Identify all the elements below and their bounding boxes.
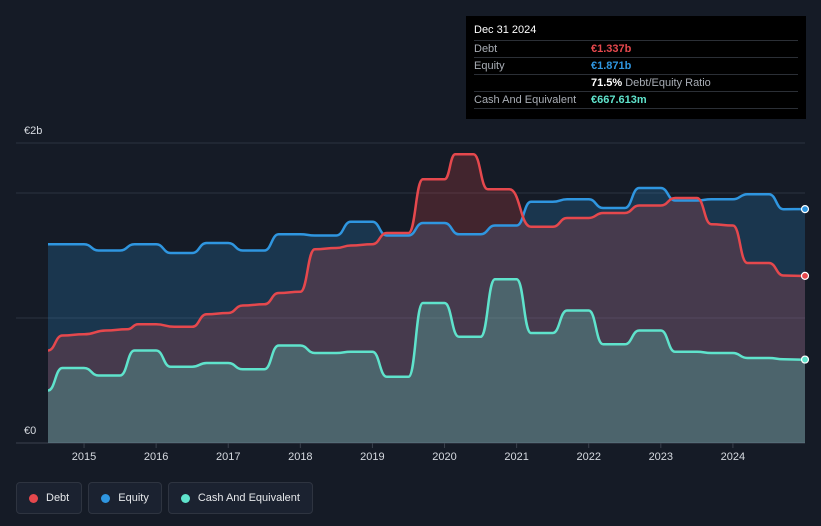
x-tick-label: 2017 bbox=[216, 451, 240, 463]
tooltip-cash-label: Cash And Equivalent bbox=[474, 94, 577, 106]
x-tick-label: 2019 bbox=[360, 451, 384, 463]
x-tick-label: 2016 bbox=[144, 451, 168, 463]
legend-item-debt[interactable]: Debt bbox=[16, 482, 83, 514]
x-tick-label: 2015 bbox=[72, 451, 96, 463]
legend-debt-label: Debt bbox=[46, 492, 70, 504]
x-tick-label: 2023 bbox=[649, 451, 673, 463]
area-cash bbox=[48, 279, 805, 443]
legend-item-equity[interactable]: Equity bbox=[88, 482, 162, 514]
cash-dot-icon bbox=[180, 493, 190, 503]
line-cash bbox=[47, 278, 806, 392]
tooltip-debt-value: €1.337b bbox=[591, 43, 632, 55]
line-debt bbox=[47, 153, 806, 352]
line-equity bbox=[48, 186, 806, 255]
x-axis-ticks: 2015 2016 2017 2018 2019 2020 2021 2022 2023 2024 bbox=[72, 443, 745, 463]
debt-dot-icon bbox=[29, 493, 38, 503]
grid-layer bbox=[16, 142, 805, 444]
tooltip-equity-value: €1.871b bbox=[591, 60, 632, 72]
end-marker-debt bbox=[800, 271, 810, 280]
y-tick-label-top: €2b bbox=[24, 125, 43, 137]
tooltip-equity-label: Equity bbox=[474, 60, 505, 72]
tooltip-equity-row: Equity €1.871b bbox=[474, 57, 798, 74]
legend: Debt Equity Cash And Equivalent bbox=[16, 482, 313, 514]
series-layer bbox=[47, 153, 810, 444]
tooltip-ratio-row: 71.5% Debt/Equity Ratio bbox=[474, 74, 798, 91]
area-debt bbox=[48, 154, 805, 444]
end-marker-equity bbox=[800, 205, 810, 214]
legend-item-cash[interactable]: Cash And Equivalent bbox=[167, 482, 313, 514]
tooltip-debt-row: Debt €1.337b bbox=[474, 40, 798, 57]
x-tick-label: 2020 bbox=[432, 451, 456, 463]
legend-equity-label: Equity bbox=[118, 492, 149, 504]
legend-cash-label: Cash And Equivalent bbox=[197, 492, 300, 504]
tooltip-cash-value: €667.613m bbox=[591, 94, 647, 106]
x-tick-label: 2021 bbox=[504, 451, 528, 463]
y-tick-label-bottom: €0 bbox=[24, 425, 37, 437]
tooltip-ratio-label: Debt/Equity Ratio bbox=[625, 77, 711, 89]
tooltip-cash-row: Cash And Equivalent €667.613m bbox=[474, 91, 798, 109]
tooltip-debt-label: Debt bbox=[474, 43, 498, 55]
area-equity bbox=[48, 188, 805, 443]
tooltip-panel: Dec 31 2024 Debt €1.337b Equity €1.871b … bbox=[466, 16, 806, 119]
x-tick-label: 2024 bbox=[721, 451, 745, 463]
tooltip-ratio-value: 71.5% bbox=[591, 77, 623, 89]
tooltip-date: Dec 31 2024 bbox=[474, 24, 537, 36]
end-marker-cash bbox=[800, 355, 810, 364]
x-tick-label: 2022 bbox=[576, 451, 600, 463]
equity-dot-icon bbox=[101, 493, 111, 503]
x-tick-label: 2018 bbox=[288, 451, 312, 463]
